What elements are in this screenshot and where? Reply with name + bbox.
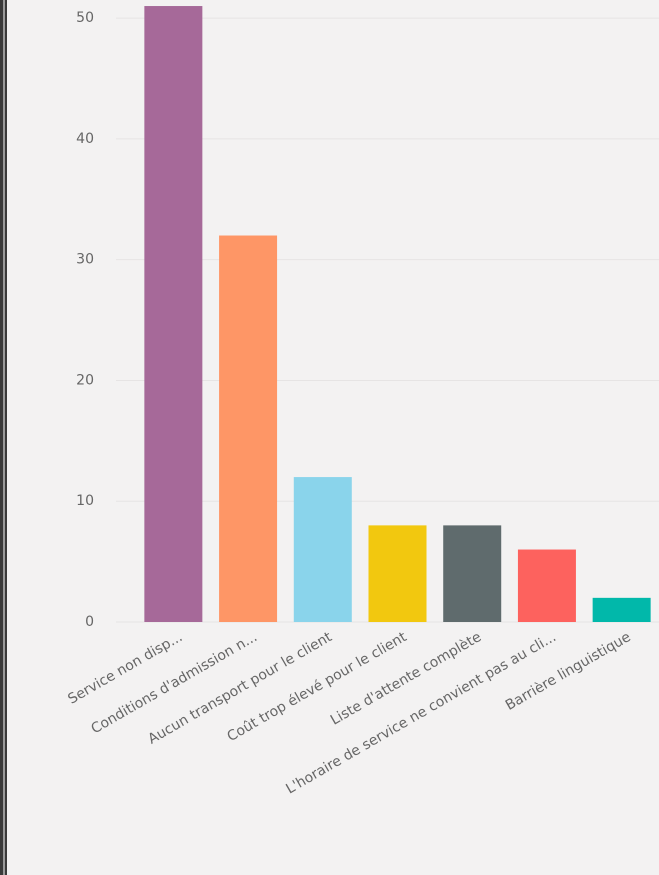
bar xyxy=(368,525,427,622)
left-border-inner xyxy=(3,0,5,875)
bar xyxy=(219,235,278,622)
y-tick-label: 40 xyxy=(76,131,94,147)
bar xyxy=(443,525,502,622)
bar xyxy=(144,6,203,623)
y-tick-label: 50 xyxy=(76,10,94,26)
y-tick-label: 10 xyxy=(76,493,94,509)
bar xyxy=(592,597,651,622)
bar xyxy=(517,549,576,622)
bar xyxy=(293,477,352,622)
y-tick-label: 0 xyxy=(85,614,94,630)
y-tick-label: 20 xyxy=(76,372,94,388)
y-tick-label: 30 xyxy=(76,252,94,268)
